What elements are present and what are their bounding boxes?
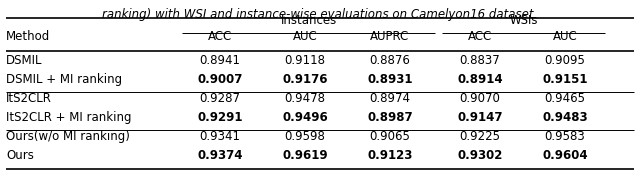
Text: 0.9065: 0.9065 xyxy=(369,130,410,143)
Text: 0.9496: 0.9496 xyxy=(282,111,328,124)
Text: ranking) with WSI and instance-wise evaluations on Camelyon16 dataset.: ranking) with WSI and instance-wise eval… xyxy=(102,8,538,21)
Text: Ours(w/o MI ranking): Ours(w/o MI ranking) xyxy=(6,130,130,143)
Text: ItS2CLR: ItS2CLR xyxy=(6,92,52,105)
Text: 0.8931: 0.8931 xyxy=(367,73,413,86)
Text: 0.9341: 0.9341 xyxy=(200,130,241,143)
Text: 0.9007: 0.9007 xyxy=(197,73,243,86)
Text: 0.9151: 0.9151 xyxy=(542,73,588,86)
Text: 0.9374: 0.9374 xyxy=(197,149,243,162)
Text: 0.8837: 0.8837 xyxy=(460,54,500,67)
Text: 0.8974: 0.8974 xyxy=(369,92,410,105)
Text: 0.8876: 0.8876 xyxy=(369,54,410,67)
Text: ItS2CLR + MI ranking: ItS2CLR + MI ranking xyxy=(6,111,131,124)
Text: 0.9483: 0.9483 xyxy=(542,111,588,124)
Text: 0.9583: 0.9583 xyxy=(545,130,586,143)
Text: Method: Method xyxy=(6,30,51,43)
Text: AUC: AUC xyxy=(292,30,317,43)
Text: 0.9176: 0.9176 xyxy=(282,73,328,86)
Text: 0.9478: 0.9478 xyxy=(285,92,326,105)
Text: 0.9604: 0.9604 xyxy=(542,149,588,162)
Text: ACC: ACC xyxy=(468,30,492,43)
Text: Instances: Instances xyxy=(280,14,337,27)
Text: AUC: AUC xyxy=(552,30,577,43)
Text: AUPRC: AUPRC xyxy=(371,30,410,43)
Text: DSMIL: DSMIL xyxy=(6,54,42,67)
Text: 0.9123: 0.9123 xyxy=(367,149,413,162)
Text: 0.9291: 0.9291 xyxy=(197,111,243,124)
Text: 0.8941: 0.8941 xyxy=(200,54,241,67)
Text: 0.8987: 0.8987 xyxy=(367,111,413,124)
Text: 0.8914: 0.8914 xyxy=(457,73,503,86)
Text: 0.9118: 0.9118 xyxy=(285,54,326,67)
Text: 0.9225: 0.9225 xyxy=(460,130,500,143)
Text: 0.9095: 0.9095 xyxy=(545,54,586,67)
Text: ACC: ACC xyxy=(208,30,232,43)
Text: DSMIL + MI ranking: DSMIL + MI ranking xyxy=(6,73,122,86)
Text: 0.9465: 0.9465 xyxy=(545,92,586,105)
Text: 0.9147: 0.9147 xyxy=(457,111,503,124)
Text: 0.9598: 0.9598 xyxy=(285,130,325,143)
Text: 0.9287: 0.9287 xyxy=(200,92,241,105)
Text: Ours: Ours xyxy=(6,149,34,162)
Text: 0.9302: 0.9302 xyxy=(458,149,502,162)
Text: 0.9619: 0.9619 xyxy=(282,149,328,162)
Text: WSIs: WSIs xyxy=(509,14,538,27)
Text: 0.9070: 0.9070 xyxy=(460,92,500,105)
